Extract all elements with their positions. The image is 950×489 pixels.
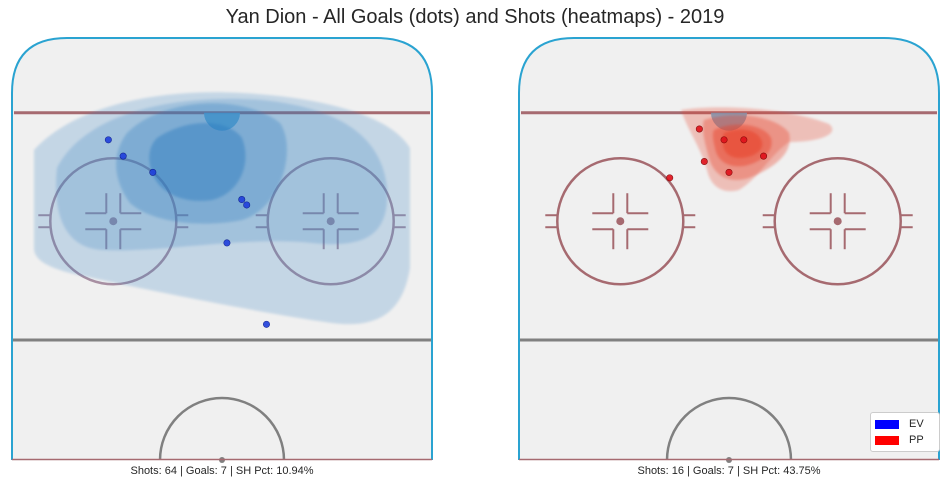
legend-item-pp: PP: [875, 432, 935, 448]
center-circle-arc: [665, 396, 793, 461]
legend-item-ev: EV: [875, 416, 935, 432]
legend: EV PP: [870, 412, 940, 452]
legend-label-ev: EV: [909, 418, 924, 430]
goal-point-7: [695, 125, 703, 133]
goal-point-7: [104, 136, 112, 144]
shot-density-level-4: [149, 123, 246, 201]
faceoff-dot: [616, 217, 625, 226]
faceoff-circle-right: [773, 156, 902, 286]
ice-surface: [519, 38, 939, 460]
rink-left: [11, 37, 433, 463]
goal-point-2: [725, 168, 733, 176]
goal-point-1: [262, 320, 270, 328]
goal-point-2: [223, 239, 231, 247]
center-circle-arc: [158, 396, 286, 461]
faceoff-circle-left: [556, 156, 685, 286]
chart-title: Yan Dion - All Goals (dots) and Shots (h…: [225, 6, 725, 28]
caption-right: Shots: 16 | Goals: 7 | SH Pct: 43.75%: [637, 465, 821, 477]
goal-point-6: [740, 136, 748, 144]
caption-left: Shots: 64 | Goals: 7 | SH Pct: 10.94%: [130, 465, 314, 477]
goal-point-3: [238, 196, 246, 204]
rink-boards: [11, 37, 433, 460]
goal-point-4: [760, 152, 768, 160]
goal-point-5: [720, 136, 728, 144]
goal-point-6: [119, 152, 127, 160]
legend-swatch-ev: [875, 419, 899, 429]
legend-swatch-pp: [875, 435, 899, 445]
rink-boards: [518, 37, 940, 460]
goal-point-5: [149, 168, 157, 176]
goal-point-4: [243, 201, 251, 209]
legend-label-pp: PP: [909, 434, 924, 446]
rink-right: [518, 37, 940, 463]
faceoff-dot: [833, 217, 842, 226]
goal-point-1: [666, 174, 674, 182]
goal-point-3: [700, 158, 708, 166]
shot-density-level-4: [723, 129, 763, 158]
